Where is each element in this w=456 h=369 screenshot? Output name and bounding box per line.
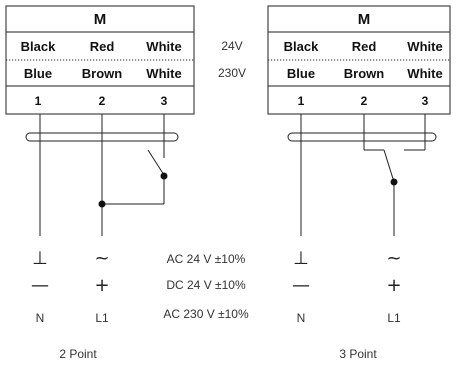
voltage-label-230v: 230V [218,66,246,80]
right-box-title: M [358,11,371,28]
right-wire-color-2-230v: Brown [344,66,385,81]
supply-spec-dc24: DC 24 V ±10% [166,278,246,292]
right-wiring [287,114,437,236]
right-switch-node [390,178,398,186]
right-wire-color-1-230v: Blue [287,66,315,81]
left-switch-node [160,172,168,180]
left-wire-color-1-24v: Black [21,39,56,54]
left-switch-blade [147,149,165,176]
left-junction-node [98,200,106,208]
left-dc-positive-symbol: + [94,275,109,296]
left-dc-negative-symbol: — [31,275,49,296]
voltage-label-24v: 24V [221,39,242,53]
left-box-title: M [94,11,107,28]
left-ac-symbol: ~ [94,248,109,269]
left-actuator-box: M Black Red White Blue Brown White 1 2 3 [5,5,195,115]
left-cable-sheath [25,132,179,142]
left-line-label: L1 [95,311,109,325]
right-terminal-1: 1 [298,94,305,108]
left-wire-color-1-230v: Blue [24,66,52,81]
right-dc-negative-symbol: — [292,275,310,296]
right-wire-color-3-230v: White [407,66,442,81]
left-ground-symbol: ⊥ [32,248,48,269]
right-wire-color-3-24v: White [407,39,442,54]
right-terminal-2: 2 [361,94,368,108]
right-switch-blade [383,149,395,183]
supply-spec-ac230: AC 230 V ±10% [163,307,249,321]
left-wire-color-2-230v: Brown [82,66,123,81]
right-dc-positive-symbol: + [386,275,401,296]
right-neutral-label: N [297,311,306,325]
right-wire-color-2-24v: Red [352,39,377,54]
right-ground-symbol: ⊥ [293,248,309,269]
left-wire-color-3-24v: White [146,39,181,54]
right-ac-symbol: ~ [386,248,401,269]
left-terminal-1: 1 [35,94,42,108]
supply-spec-ac24: AC 24 V ±10% [167,252,246,266]
left-terminal-2: 2 [99,94,106,108]
caption-3-point: 3 Point [339,347,377,361]
right-line-label: L1 [387,311,401,325]
right-terminal-3: 3 [422,94,429,108]
right-actuator-box: M Black Red White Blue Brown White 1 2 3 [267,5,451,115]
right-cable-sheath [287,132,437,142]
left-wire-color-3-230v: White [146,66,181,81]
left-wire-color-2-24v: Red [90,39,115,54]
right-wire-color-1-24v: Black [284,39,319,54]
caption-2-point: 2 Point [59,347,97,361]
left-terminal-3: 3 [161,94,168,108]
left-neutral-label: N [36,311,45,325]
left-wiring [25,114,179,236]
